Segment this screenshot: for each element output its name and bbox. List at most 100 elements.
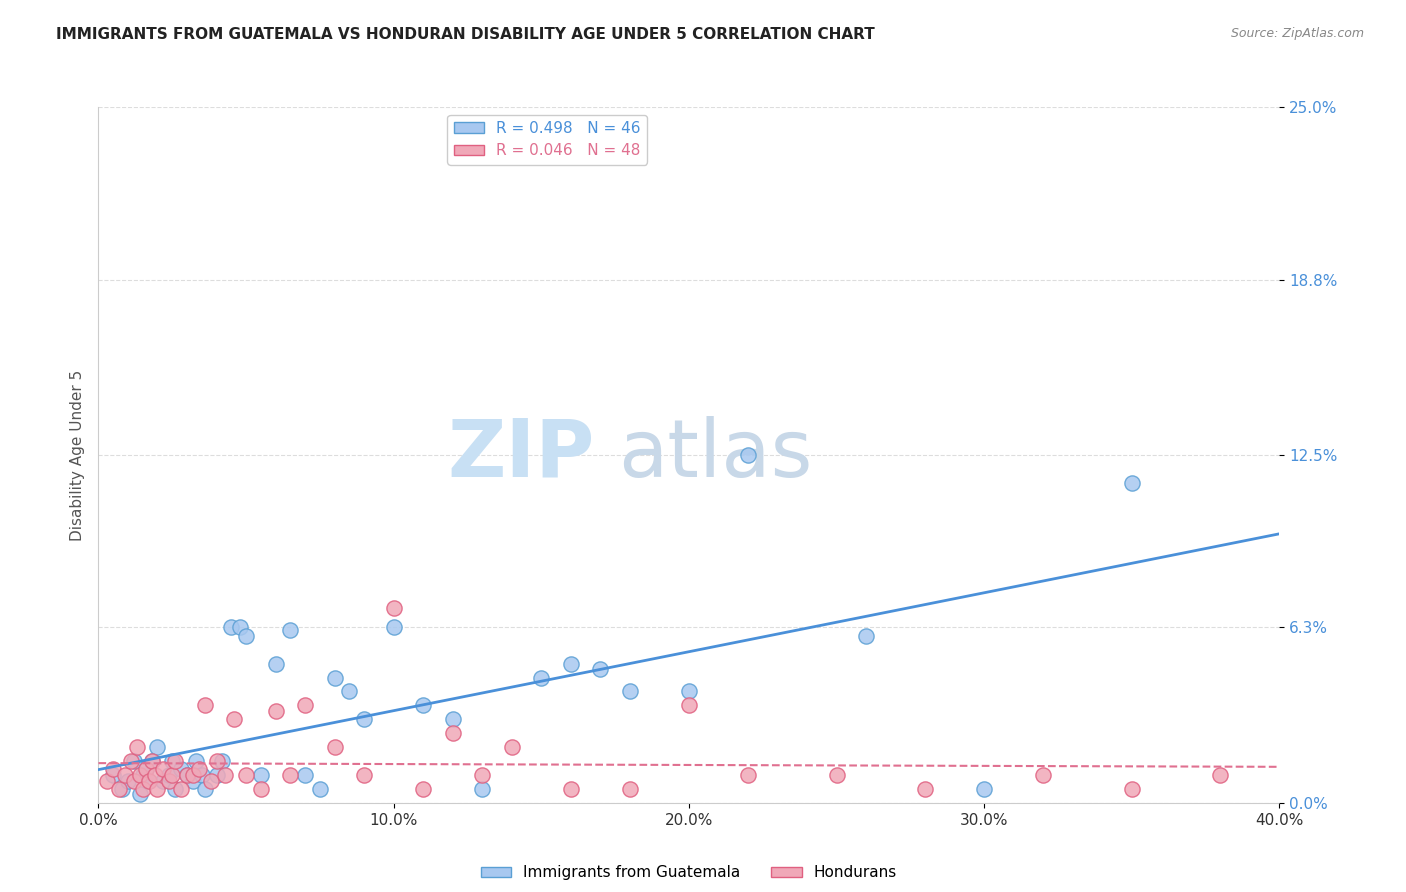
Point xyxy=(264,704,287,718)
Point xyxy=(181,768,204,782)
Point xyxy=(229,620,252,634)
Point xyxy=(294,768,316,782)
Point xyxy=(264,657,287,671)
Point xyxy=(114,768,136,782)
Point xyxy=(122,754,145,768)
Point xyxy=(162,754,183,768)
Point xyxy=(678,698,700,713)
Point xyxy=(323,740,346,755)
Text: ZIP: ZIP xyxy=(447,416,595,494)
Point xyxy=(678,684,700,698)
Point xyxy=(200,773,222,788)
Point xyxy=(135,763,157,777)
Point xyxy=(619,781,641,796)
Point xyxy=(108,781,131,796)
Point xyxy=(141,754,163,768)
Point xyxy=(111,781,134,796)
Point xyxy=(138,773,160,788)
Point xyxy=(560,657,582,671)
Point xyxy=(122,773,145,788)
Point xyxy=(441,712,464,726)
Point xyxy=(382,620,405,634)
Point xyxy=(120,754,142,768)
Point xyxy=(825,768,848,782)
Point xyxy=(103,763,125,777)
Point xyxy=(138,773,160,788)
Point xyxy=(530,671,553,685)
Point xyxy=(250,781,273,796)
Text: IMMIGRANTS FROM GUATEMALA VS HONDURAN DISABILITY AGE UNDER 5 CORRELATION CHART: IMMIGRANTS FROM GUATEMALA VS HONDURAN DI… xyxy=(56,27,875,42)
Point xyxy=(309,781,332,796)
Point xyxy=(128,788,150,802)
Point xyxy=(619,684,641,698)
Point xyxy=(184,754,207,768)
Point xyxy=(412,781,434,796)
Point xyxy=(176,768,198,782)
Point xyxy=(471,768,494,782)
Point xyxy=(339,684,360,698)
Point xyxy=(143,768,166,782)
Point xyxy=(353,768,375,782)
Point xyxy=(135,763,157,777)
Point xyxy=(117,773,139,788)
Point xyxy=(157,768,180,782)
Point xyxy=(294,698,316,713)
Point xyxy=(235,768,257,782)
Point xyxy=(128,768,150,782)
Text: atlas: atlas xyxy=(619,416,813,494)
Point xyxy=(412,698,434,713)
Point xyxy=(501,740,523,755)
Point xyxy=(1121,781,1143,796)
Point xyxy=(382,601,405,615)
Point xyxy=(1209,768,1232,782)
Point xyxy=(194,781,217,796)
Point xyxy=(132,781,155,796)
Point xyxy=(96,773,118,788)
Point xyxy=(146,781,169,796)
Point xyxy=(914,781,936,796)
Point xyxy=(353,712,375,726)
Point xyxy=(170,781,193,796)
Point xyxy=(323,671,346,685)
Point xyxy=(278,624,302,638)
Point xyxy=(224,712,246,726)
Point xyxy=(141,754,163,768)
Point xyxy=(157,773,180,788)
Legend: Immigrants from Guatemala, Hondurans: Immigrants from Guatemala, Hondurans xyxy=(474,859,904,887)
Point xyxy=(855,629,877,643)
Point xyxy=(205,754,228,768)
Point xyxy=(235,629,257,643)
Point xyxy=(165,754,187,768)
Point xyxy=(152,763,174,777)
Point xyxy=(165,781,187,796)
Point xyxy=(560,781,582,796)
Point xyxy=(1121,475,1143,490)
Point xyxy=(205,768,228,782)
Point xyxy=(471,781,494,796)
Point xyxy=(214,768,236,782)
Point xyxy=(191,768,214,782)
Point xyxy=(132,768,155,782)
Point xyxy=(441,726,464,740)
Point xyxy=(194,698,217,713)
Point xyxy=(125,740,148,755)
Point xyxy=(170,763,193,777)
Point xyxy=(181,773,204,788)
Point xyxy=(103,768,125,782)
Point xyxy=(146,740,169,755)
Point xyxy=(737,768,759,782)
Point xyxy=(176,768,198,782)
Point xyxy=(973,781,995,796)
Point xyxy=(737,448,759,462)
Y-axis label: Disability Age Under 5: Disability Age Under 5 xyxy=(69,369,84,541)
Point xyxy=(152,773,174,788)
Point xyxy=(162,768,183,782)
Text: Source: ZipAtlas.com: Source: ZipAtlas.com xyxy=(1230,27,1364,40)
Point xyxy=(219,620,242,634)
Point xyxy=(589,662,612,676)
Point xyxy=(250,768,273,782)
Point xyxy=(278,768,302,782)
Point xyxy=(187,763,209,777)
Point xyxy=(1032,768,1054,782)
Point xyxy=(211,754,233,768)
